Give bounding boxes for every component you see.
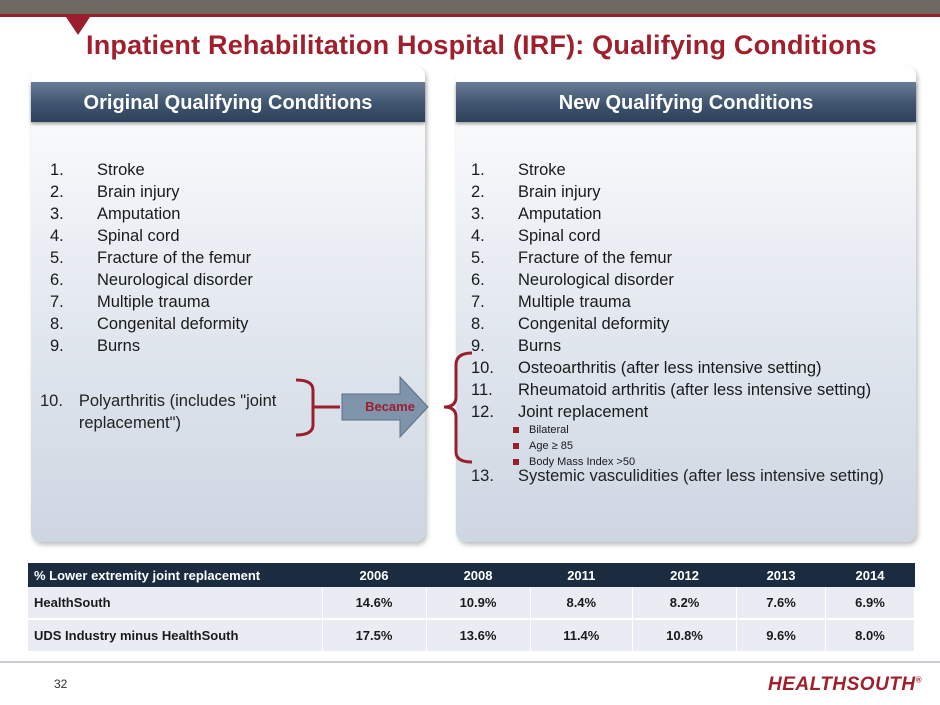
list-item: 3. Amputation	[50, 205, 181, 223]
list-item: 1. Stroke	[50, 161, 145, 179]
list-item: 10. Osteoarthritis (after less intensive …	[471, 359, 822, 377]
list-item: 7. Multiple trauma	[471, 293, 631, 311]
table-cell: 7.6%	[736, 587, 826, 620]
list-item: 4. Spinal cord	[50, 227, 180, 245]
list-item: 2. Brain injury	[50, 183, 180, 201]
bullet-square-icon	[513, 459, 519, 466]
table-header: % Lower extremity joint replacement	[28, 563, 322, 587]
left-bracket-icon	[295, 378, 340, 437]
table-cell: 14.6%	[322, 587, 427, 620]
original-conditions-list: 1. Stroke 2. Brain injury 3. Amputation 4. S…	[50, 159, 410, 357]
list-item: 4. Spinal cord	[471, 227, 601, 245]
table-cell: 6.9%	[825, 587, 915, 620]
list-item: 6. Neurological disorder	[50, 271, 253, 289]
list-item: 8. Congenital deformity	[471, 315, 670, 333]
new-conditions-heading: New Qualifying Conditions	[456, 82, 916, 122]
table-header: 2014	[825, 563, 915, 587]
joint-replacement-table: % Lower extremity joint replacement 2006…	[28, 563, 915, 651]
footer-divider	[0, 661, 940, 663]
new-conditions-panel	[456, 66, 916, 542]
sub-list-item: Age ≥ 85	[513, 439, 573, 453]
list-item: 5. Fracture of the femur	[50, 249, 252, 267]
table-cell: 11.4%	[530, 619, 634, 651]
top-accent-line	[0, 14, 940, 17]
list-item: 2. Brain injury	[471, 183, 601, 201]
right-bracket-icon	[443, 351, 473, 464]
polyarthritis-item: 10. Polyarthritis (includes "joint repla…	[40, 392, 277, 432]
became-label: Became	[365, 399, 415, 414]
new-conditions-list: 1. Stroke 2. Brain injury 3. Amputation 4. S…	[471, 159, 911, 423]
bullet-square-icon	[513, 443, 519, 450]
table-cell: 9.6%	[736, 619, 826, 651]
list-item: 6. Neurological disorder	[471, 271, 674, 289]
list-item: 11. Rheumatoid arthritis (after less inte…	[471, 381, 872, 399]
list-item: 12. Joint replacement	[471, 403, 649, 421]
top-bar	[0, 0, 940, 14]
vasculidities-item: 13. Systemic vasculidities (after less i…	[471, 467, 884, 485]
healthsouth-logo: HEALTHSOUTH®	[768, 674, 923, 695]
table-header: 2011	[530, 563, 633, 587]
table-header: 2012	[632, 563, 737, 587]
table-row: UDS Industry minus HealthSouth 17.5% 13.…	[28, 619, 915, 651]
sub-list-item: Bilateral	[513, 423, 569, 437]
title-notch	[66, 17, 90, 35]
table-cell: 17.5%	[322, 619, 427, 651]
list-item: 7. Multiple trauma	[50, 293, 210, 311]
table-row: HealthSouth 14.6% 10.9% 8.4% 8.2% 7.6% 6…	[28, 587, 915, 620]
list-item: 9. Burns	[50, 337, 141, 355]
list-item: 3. Amputation	[471, 205, 602, 223]
table-cell: HealthSouth	[28, 587, 323, 620]
table-cell: UDS Industry minus HealthSouth	[28, 619, 323, 651]
table-cell: 8.4%	[530, 587, 634, 620]
table-cell: 10.8%	[632, 619, 738, 651]
bullet-square-icon	[513, 427, 519, 434]
table-header: 2006	[322, 563, 427, 587]
sub-list-item: Body Mass Index >50	[513, 455, 635, 469]
table-header-row: % Lower extremity joint replacement 2006…	[28, 563, 915, 587]
page-title: Inpatient Rehabilitation Hospital (IRF):…	[86, 30, 877, 60]
became-arrow-icon	[341, 375, 429, 439]
list-item: 9. Burns	[471, 337, 562, 355]
table-cell: 8.0%	[825, 619, 915, 651]
table-cell: 10.9%	[426, 587, 531, 620]
list-item: 1. Stroke	[471, 161, 566, 179]
original-conditions-panel	[31, 66, 425, 542]
table-header: 2008	[426, 563, 531, 587]
list-item: 8. Congenital deformity	[50, 315, 249, 333]
table-header: 2013	[736, 563, 826, 587]
original-conditions-heading: Original Qualifying Conditions	[31, 82, 425, 122]
list-item: 5. Fracture of the femur	[471, 249, 673, 267]
table-cell: 13.6%	[426, 619, 531, 651]
table-cell: 8.2%	[632, 587, 738, 620]
page-number: 32	[54, 677, 68, 691]
